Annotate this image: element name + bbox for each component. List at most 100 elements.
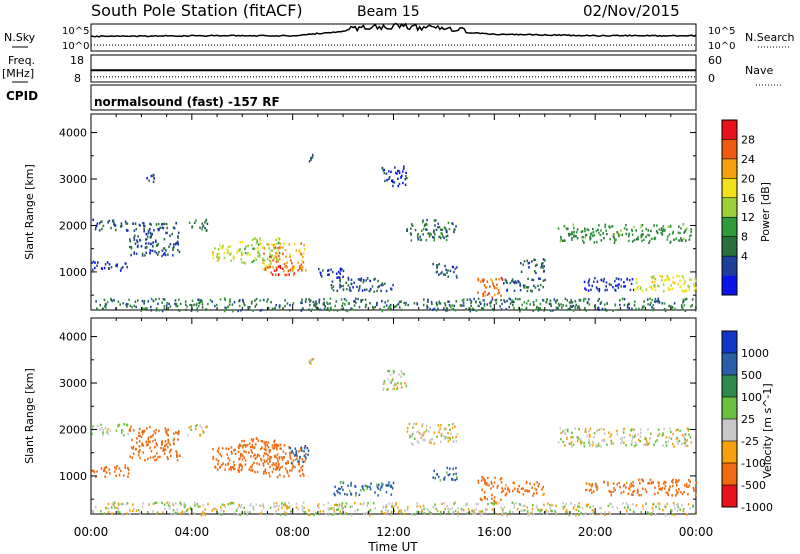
data-cell	[229, 298, 231, 301]
data-cell	[393, 370, 395, 373]
data-cell	[246, 513, 249, 517]
data-cell	[240, 309, 242, 312]
data-cell	[335, 300, 338, 303]
data-cell	[291, 469, 293, 472]
data-cell	[491, 508, 494, 511]
data-cell	[404, 183, 407, 186]
data-cell	[491, 298, 494, 301]
data-cell	[688, 433, 690, 436]
data-cell	[573, 230, 575, 234]
data-cell	[324, 305, 327, 308]
data-cell	[518, 280, 520, 284]
data-cell	[258, 252, 260, 255]
data-cell	[608, 225, 610, 228]
data-cell	[147, 443, 149, 446]
data-cell	[536, 305, 538, 309]
data-cell	[278, 455, 281, 459]
data-cell	[623, 285, 625, 288]
data-cell	[259, 255, 261, 258]
data-cell	[166, 226, 168, 230]
data-cell	[329, 302, 331, 305]
data-cell	[443, 435, 445, 438]
data-cell	[266, 266, 269, 269]
data-cell	[489, 301, 492, 304]
data-cell	[689, 278, 692, 281]
data-cell	[658, 488, 661, 491]
data-cell	[363, 279, 365, 282]
data-cell	[117, 502, 120, 505]
data-cell	[237, 249, 240, 252]
data-cell	[570, 445, 573, 448]
data-cell	[198, 298, 200, 301]
data-cell	[135, 305, 137, 309]
data-cell	[396, 303, 398, 307]
data-cell	[385, 504, 388, 507]
data-cell	[693, 289, 696, 292]
data-cell	[405, 175, 407, 178]
data-cell	[136, 437, 138, 440]
data-cell	[244, 247, 246, 250]
data-cell	[598, 308, 600, 312]
data-cell	[264, 468, 267, 471]
data-cell	[107, 432, 109, 436]
data-cell	[425, 223, 428, 226]
data-cell	[684, 230, 686, 233]
data-cell	[366, 504, 369, 507]
data-cell	[150, 242, 153, 246]
data-cell	[585, 488, 587, 492]
data-cell	[202, 431, 205, 434]
data-cell	[652, 502, 655, 506]
data-cell	[444, 264, 446, 268]
data-cell	[418, 430, 420, 433]
data-cell	[307, 453, 309, 456]
data-cell	[583, 445, 586, 448]
data-cell	[635, 281, 638, 284]
data-cell	[542, 493, 544, 496]
data-cell	[542, 486, 544, 489]
data-cell	[456, 276, 458, 279]
data-cell	[623, 436, 626, 439]
data-cell	[496, 287, 498, 290]
data-cell	[377, 286, 379, 289]
data-cell	[654, 288, 657, 292]
data-cell	[251, 463, 254, 466]
data-cell	[169, 449, 172, 452]
data-cell	[640, 224, 643, 227]
data-cell	[166, 302, 168, 305]
data-cell	[616, 231, 618, 234]
data-cell	[471, 509, 473, 512]
data-cell	[102, 429, 104, 432]
data-cell	[621, 440, 623, 443]
data-cell	[271, 307, 274, 310]
data-cell	[139, 434, 141, 437]
data-cell	[255, 503, 257, 506]
data-cell	[588, 433, 590, 436]
data-cell	[275, 304, 277, 307]
data-cell	[171, 502, 174, 506]
data-cell	[173, 437, 175, 441]
data-cell	[325, 512, 327, 516]
data-cell	[120, 222, 123, 225]
data-cell	[154, 445, 156, 449]
data-cell	[607, 481, 609, 484]
data-cell	[614, 488, 616, 492]
data-cell	[569, 233, 571, 236]
data-cell	[177, 432, 180, 435]
data-cell	[302, 261, 305, 264]
data-cell	[125, 502, 128, 506]
data-cell	[336, 276, 339, 279]
data-cell	[248, 306, 251, 309]
data-cell	[446, 271, 448, 274]
data-cell	[372, 305, 374, 309]
data-cell	[597, 444, 600, 447]
data-cell	[364, 298, 367, 301]
data-cell	[460, 507, 463, 511]
data-cell	[96, 424, 99, 428]
data-cell	[523, 285, 525, 289]
data-cell	[116, 464, 118, 468]
data-cell	[350, 481, 352, 485]
data-cell	[284, 503, 286, 507]
data-cell	[452, 222, 454, 226]
data-cell	[94, 266, 96, 270]
data-cell	[628, 232, 630, 236]
